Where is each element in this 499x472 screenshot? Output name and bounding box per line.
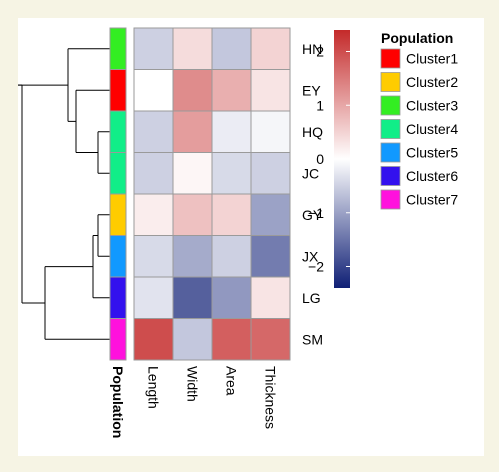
heatmap-cell-lg-area bbox=[211, 276, 252, 319]
heatmap-cell-jc-thickness bbox=[250, 152, 291, 195]
heatmap-cell-lg-thickness bbox=[250, 276, 291, 319]
heatmap-cell-sm-area bbox=[211, 318, 252, 361]
colorbar-tick-label-3: −1 bbox=[308, 205, 324, 221]
legend-swatch-cluster6 bbox=[380, 166, 401, 186]
population-cell-hn bbox=[109, 27, 127, 70]
legend-label-cluster4: Cluster4 bbox=[406, 121, 458, 137]
heatmap-cell-ey-area bbox=[211, 69, 252, 112]
heatmap-cell-sm-thickness bbox=[250, 318, 291, 361]
heatmap-cell-gy-thickness bbox=[250, 193, 291, 236]
heatmap-cell-jx-thickness bbox=[250, 235, 291, 278]
heatmap-cell-hn-area bbox=[211, 27, 252, 70]
column-labels: Length Width Area Thickness bbox=[146, 366, 279, 429]
heatmap-figure: Population HN EY HQ JC GY JX LG SM Length Width A… bbox=[18, 18, 484, 456]
heatmap-cell-jc-length bbox=[133, 152, 174, 195]
legend-label-cluster2: Cluster2 bbox=[406, 74, 458, 90]
heatmap-cell-hn-width bbox=[172, 27, 213, 70]
row-dendrogram bbox=[18, 48, 110, 340]
legend-title: Population bbox=[381, 30, 453, 46]
heatmap-cell-hq-thickness bbox=[250, 110, 291, 153]
heatmap-cell-hq-width bbox=[172, 110, 213, 153]
heatmap-cell-sm-width bbox=[172, 318, 213, 361]
legend-swatch-cluster5 bbox=[380, 142, 401, 163]
column-label-thickness: Thickness bbox=[263, 366, 279, 429]
colorbar-bar bbox=[334, 30, 350, 288]
row-label-jx: JX bbox=[302, 248, 319, 264]
population-cell-ey bbox=[109, 69, 127, 112]
row-label-sm: SM bbox=[302, 331, 323, 347]
row-label-gy: GY bbox=[302, 207, 323, 223]
row-labels: HN EY HQ JC GY JX LG SM bbox=[302, 41, 323, 348]
population-cell-jc bbox=[109, 152, 127, 195]
colorbar-tick-label-0: 2 bbox=[316, 44, 324, 60]
population-cell-jx bbox=[109, 235, 127, 278]
heatmap-cell-jc-width bbox=[172, 152, 213, 195]
population-cell-hq bbox=[109, 110, 127, 153]
row-label-hn: HN bbox=[302, 41, 322, 57]
legend-swatch-cluster4 bbox=[380, 119, 401, 139]
heatmap-cell-hq-area bbox=[211, 110, 252, 153]
heatmap-cell-gy-area bbox=[211, 193, 252, 236]
heatmap-cell-jc-area bbox=[211, 152, 252, 195]
legend-label-cluster7: Cluster7 bbox=[406, 192, 458, 208]
column-label-width: Width bbox=[185, 366, 201, 402]
heatmap-cell-jx-width bbox=[172, 235, 213, 278]
legend-swatch-cluster3 bbox=[380, 95, 401, 116]
colorbar-tick-label-2: 0 bbox=[316, 151, 324, 167]
heatmap-cell-ey-length bbox=[133, 69, 174, 112]
heatmap-cell-lg-width bbox=[172, 276, 213, 319]
heatmap-cell-jx-length bbox=[133, 235, 174, 278]
heatmap-cell-lg-length bbox=[133, 276, 174, 319]
column-label-area: Area bbox=[224, 366, 240, 396]
heatmap-cell-gy-width bbox=[172, 193, 213, 236]
heatmap-cell-ey-thickness bbox=[250, 69, 291, 112]
heatmap-cell-jx-area bbox=[211, 235, 252, 278]
heatmap-cell-sm-length bbox=[133, 318, 174, 361]
heatmap-cell-ey-width bbox=[172, 69, 213, 112]
heatmap-chart: Population HN EY HQ JC GY JX LG SM Length Width A… bbox=[18, 27, 458, 438]
population-cell-sm bbox=[109, 318, 127, 361]
heatmap-cells bbox=[133, 27, 291, 361]
legend-swatch-cluster2 bbox=[380, 72, 401, 92]
legend-label-cluster3: Cluster3 bbox=[406, 98, 458, 114]
heatmap-cell-hn-thickness bbox=[250, 27, 291, 70]
population-cell-lg bbox=[109, 276, 127, 319]
legend-label-cluster6: Cluster6 bbox=[406, 168, 458, 184]
legend-label-cluster1: Cluster1 bbox=[406, 51, 458, 67]
population-annotation-label: Population bbox=[110, 366, 126, 438]
row-label-hq: HQ bbox=[302, 124, 323, 140]
colorbar-tick-label-4: −2 bbox=[308, 259, 324, 275]
row-label-lg: LG bbox=[302, 290, 321, 306]
column-label-length: Length bbox=[146, 366, 162, 409]
legend-swatch-cluster7 bbox=[380, 189, 401, 210]
colorbar-tick-label-1: 1 bbox=[316, 97, 324, 113]
row-label-jc: JC bbox=[302, 165, 319, 181]
heatmap-cell-gy-length bbox=[133, 193, 174, 236]
heatmap-cell-hn-length bbox=[133, 27, 174, 70]
heatmap-cell-hq-length bbox=[133, 110, 174, 153]
row-label-ey: EY bbox=[302, 82, 321, 98]
colorbar: 2 1 0 −1 −2 bbox=[308, 30, 350, 288]
population-legend: Population Cluster1 Cluster2 Cluster3 Cluste… bbox=[380, 30, 458, 210]
legend-label-cluster5: Cluster5 bbox=[406, 145, 458, 161]
population-cell-gy bbox=[109, 193, 127, 236]
legend-swatch-cluster1 bbox=[380, 48, 401, 69]
population-annotation: Population bbox=[109, 27, 127, 438]
